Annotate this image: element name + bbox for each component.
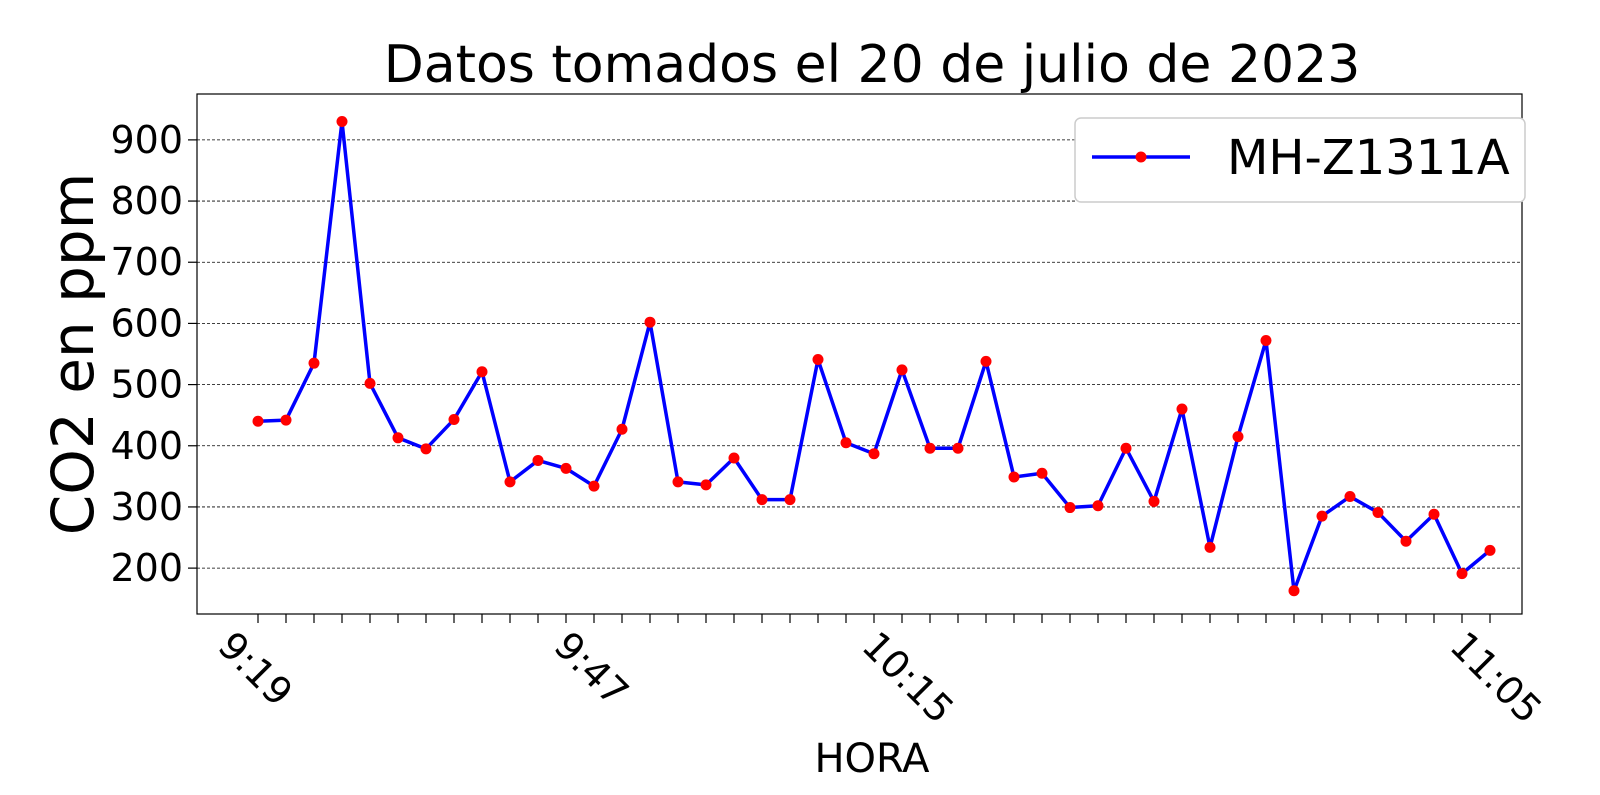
data-point xyxy=(1204,541,1216,553)
data-point xyxy=(840,437,852,449)
data-point xyxy=(1428,508,1440,520)
data-point xyxy=(504,476,516,488)
data-point xyxy=(1092,500,1104,512)
data-point xyxy=(280,414,292,426)
data-point xyxy=(812,354,824,366)
data-point xyxy=(644,316,656,328)
data-point xyxy=(560,462,572,474)
data-point xyxy=(1008,471,1020,483)
data-point xyxy=(1316,510,1328,522)
data-point xyxy=(532,454,544,466)
data-point xyxy=(896,364,908,376)
data-point xyxy=(868,448,880,460)
data-point xyxy=(588,480,600,492)
data-point xyxy=(420,443,432,455)
data-point xyxy=(392,432,404,444)
y-tick-label: 300 xyxy=(110,485,183,529)
data-point xyxy=(1372,506,1384,518)
y-tick-label: 500 xyxy=(110,363,183,407)
x-tick-label: 9:19 xyxy=(210,623,301,714)
x-tick-label: 9:47 xyxy=(546,623,637,714)
x-axis-label: HORA xyxy=(814,736,930,782)
data-point xyxy=(448,413,460,425)
y-tick-label: 800 xyxy=(110,179,183,223)
data-point xyxy=(980,355,992,367)
data-point xyxy=(1484,544,1496,556)
data-point xyxy=(728,452,740,464)
y-tick-label: 400 xyxy=(110,424,183,468)
data-point xyxy=(336,116,348,128)
series-layer xyxy=(252,116,1496,597)
data-point xyxy=(1064,502,1076,514)
y-tick-label: 200 xyxy=(110,546,183,590)
y-tick-label: 900 xyxy=(110,118,183,162)
data-point xyxy=(1260,335,1272,347)
data-point xyxy=(1036,467,1048,479)
data-point xyxy=(1456,568,1468,580)
plot-frame xyxy=(196,93,1523,615)
data-point xyxy=(616,423,628,435)
legend-label: MH-Z1311A xyxy=(1227,130,1510,186)
data-point xyxy=(1148,495,1160,507)
y-tick-label: 600 xyxy=(110,301,183,345)
legend-box xyxy=(1074,117,1526,203)
data-point xyxy=(1344,491,1356,503)
x-tick-label: 11:05 xyxy=(1442,623,1551,732)
data-point xyxy=(308,357,320,369)
data-point xyxy=(1232,431,1244,443)
data-point xyxy=(924,442,936,454)
data-point xyxy=(1400,535,1412,547)
data-point xyxy=(252,415,264,427)
data-point xyxy=(952,442,964,454)
data-point xyxy=(476,366,488,378)
chart-title: Datos tomados el 20 de julio de 2023 xyxy=(384,35,1361,95)
y-tick-label: 700 xyxy=(110,240,183,284)
data-point xyxy=(784,494,796,506)
x-tick-label: 10:15 xyxy=(854,623,963,732)
legend-marker xyxy=(1135,151,1147,163)
data-point xyxy=(1120,442,1132,454)
data-point xyxy=(1176,403,1188,415)
data-point xyxy=(1288,585,1300,597)
grid-lines xyxy=(197,139,1522,569)
data-point xyxy=(364,377,376,389)
legend: MH-Z1311A xyxy=(1074,117,1526,203)
y-axis-label: CO2 en ppm xyxy=(39,173,107,536)
data-point xyxy=(756,494,768,506)
data-point xyxy=(672,476,684,488)
data-point xyxy=(700,479,712,491)
